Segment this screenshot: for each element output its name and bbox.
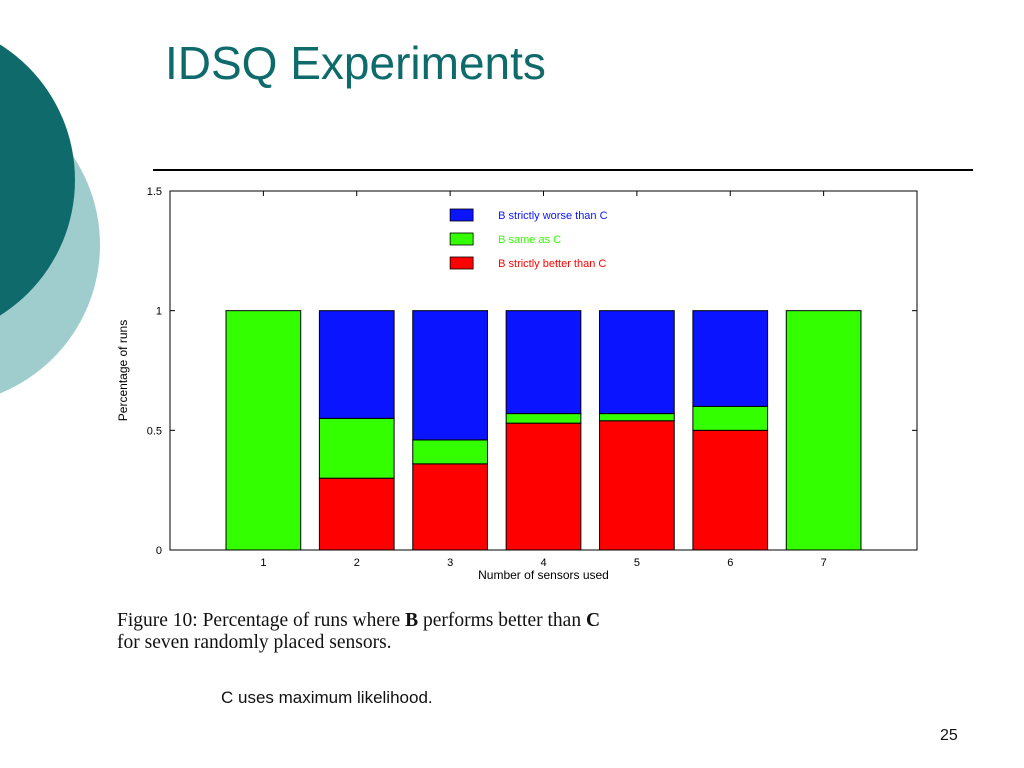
bar-segment-same-7 <box>785 310 862 551</box>
stacked-bar-chart: 0 0.5 1 1.5 1 2 3 4 5 6 7 B strictly worse than C B… <box>116 186 918 582</box>
y-axis-label: Percentage of runs <box>116 320 130 421</box>
x-tick-label: 4 <box>540 557 546 569</box>
bar-segment-better-4 <box>505 422 582 551</box>
bar-segment-same-3 <box>412 439 488 465</box>
bar-segment-better-3 <box>412 463 488 551</box>
decorative-circles <box>0 44 100 394</box>
x-tick-label: 7 <box>821 557 827 569</box>
x-tick-label: 1 <box>260 557 266 569</box>
bar-segment-worse-3 <box>412 310 488 441</box>
bar-segment-same-5 <box>599 413 675 422</box>
legend-swatch <box>449 256 474 270</box>
caption-b: B <box>405 610 419 631</box>
plot-frame <box>169 190 918 551</box>
x-axis-label: Number of sensors used <box>478 568 609 582</box>
x-tick-label: 6 <box>727 557 733 569</box>
bar-segment-better-2 <box>318 477 395 551</box>
bar-segment-same-4 <box>505 413 582 424</box>
legend-swatch <box>449 208 474 222</box>
y-tick-label: 1.5 <box>147 186 162 198</box>
bar-segment-same-2 <box>318 417 395 479</box>
caption-mid: performs better than <box>418 610 586 631</box>
caption-c: C <box>585 610 601 631</box>
bar-segment-better-6 <box>692 429 769 551</box>
bar-segment-worse-6 <box>692 310 769 407</box>
decor-circle-dark <box>0 44 75 316</box>
figure-caption: Figure 10: Percentage of runs where B pe… <box>117 610 947 654</box>
legend-label: B same as C <box>498 234 561 246</box>
caption-prefix: Figure 10: Percentage of runs where <box>117 610 406 631</box>
legend-label: B strictly worse than C <box>498 210 607 222</box>
bar-segment-worse-2 <box>318 310 395 419</box>
y-tick-label: 0.5 <box>147 425 162 437</box>
legend-swatch <box>449 232 474 246</box>
y-tick-label: 1 <box>156 306 162 318</box>
bar-segment-same-6 <box>692 405 769 431</box>
bar-segment-better-5 <box>599 420 675 551</box>
bar-segment-worse-5 <box>599 310 675 415</box>
caption-line-2: for seven randomly placed sensors. <box>117 632 392 653</box>
x-tick-label: 5 <box>634 557 640 569</box>
method-note: C uses maximum likelihood. <box>221 688 433 707</box>
x-tick-label: 3 <box>447 557 453 569</box>
title-divider <box>153 169 973 171</box>
legend-label: B strictly better than C <box>498 258 606 270</box>
y-tick-label: 0 <box>156 545 162 557</box>
bar-segment-worse-4 <box>505 310 582 415</box>
slide-title: IDSQ Experiments <box>165 37 546 89</box>
x-tick-label: 2 <box>354 557 360 569</box>
bar-segment-same-1 <box>225 310 302 551</box>
page-number: 25 <box>940 727 958 744</box>
